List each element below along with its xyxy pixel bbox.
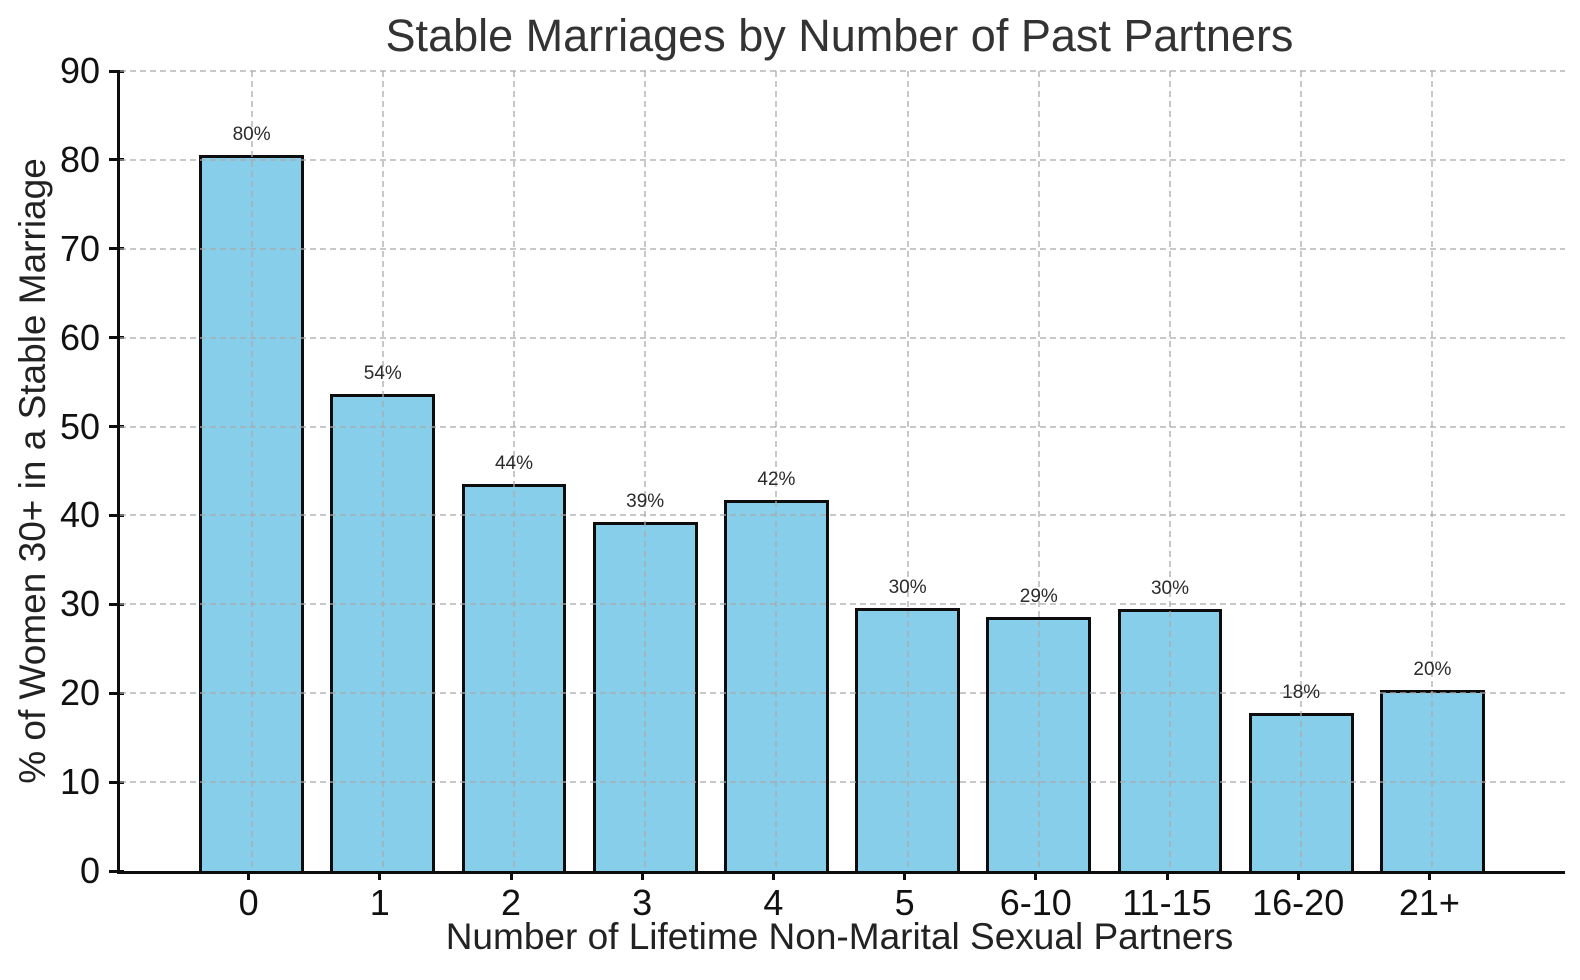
bar-value-label: 29% xyxy=(1019,585,1058,607)
x-tick-mark xyxy=(640,865,644,880)
x-tick-mark xyxy=(378,865,382,880)
bar-value-label: 80% xyxy=(232,124,271,146)
y-tick-mark xyxy=(109,780,124,784)
bar-value-label: 39% xyxy=(626,490,665,512)
x-tick-label: 16-20 xyxy=(1252,882,1345,923)
bar-value-label: 30% xyxy=(1150,577,1190,599)
bar xyxy=(199,155,305,871)
y-tick-mark xyxy=(109,691,124,695)
x-tick-label: 2 xyxy=(500,882,522,923)
x-tick-label: 4 xyxy=(763,882,784,923)
y-tick-label: 20 xyxy=(59,672,100,714)
y-tick-label: 40 xyxy=(59,494,100,536)
y-tick-mark xyxy=(109,69,124,73)
x-tick-mark xyxy=(1034,865,1038,880)
y-tick-label: 30 xyxy=(59,583,100,625)
y-tick-label: 0 xyxy=(79,850,100,891)
bar-value-label: 18% xyxy=(1282,681,1321,703)
x-tick-label: 1 xyxy=(369,882,390,923)
x-axis-label: Number of Lifetime Non-Marital Sexual Pa… xyxy=(445,916,1234,957)
y-tick-label: 80 xyxy=(59,138,100,180)
x-tick-label: 5 xyxy=(894,882,915,923)
y-tick-mark xyxy=(109,247,124,251)
h-gridline xyxy=(120,336,1565,339)
h-gridline xyxy=(120,247,1565,250)
y-tick-mark xyxy=(109,513,124,517)
y-tick-label: 90 xyxy=(59,50,100,91)
x-tick-mark xyxy=(771,865,775,880)
x-tick-label: 0 xyxy=(238,882,259,923)
y-tick-mark xyxy=(109,869,124,873)
bar-value-label: 44% xyxy=(494,453,534,475)
bar xyxy=(592,521,698,871)
x-tick-mark xyxy=(1296,865,1300,880)
h-gridline xyxy=(120,70,1565,72)
bar xyxy=(1117,608,1223,871)
bar-value-label: 54% xyxy=(363,362,402,384)
x-tick-label: 6-10 xyxy=(999,882,1072,923)
bar xyxy=(1248,712,1354,871)
bar xyxy=(986,616,1092,871)
x-tick-mark xyxy=(247,865,251,880)
x-tick-mark xyxy=(1427,865,1431,880)
x-tick-mark xyxy=(1165,865,1169,880)
plot-area: 80% 54% 44% 39% 42% 30% 29% 30% 18% 20% xyxy=(117,70,1565,874)
bar xyxy=(461,484,567,871)
bar-value-label: 42% xyxy=(757,469,796,491)
bar xyxy=(330,393,436,871)
x-tick-label: 21+ xyxy=(1398,882,1460,923)
bar-value-label: 20% xyxy=(1413,658,1452,680)
h-gridline xyxy=(120,158,1565,161)
bar xyxy=(723,500,829,871)
x-tick-label: 11-15 xyxy=(1122,882,1212,923)
y-tick-mark xyxy=(109,602,124,606)
y-tick-label: 50 xyxy=(59,405,100,447)
x-tick-label: 3 xyxy=(632,882,653,923)
y-tick-mark xyxy=(109,336,124,340)
y-tick-label: 70 xyxy=(59,227,100,269)
y-tick-mark xyxy=(109,158,124,162)
chart-title: Stable Marriages by Number of Past Partn… xyxy=(385,10,1294,61)
bar-value-label: 30% xyxy=(888,576,927,598)
bar xyxy=(1379,689,1485,871)
y-tick-label: 10 xyxy=(59,761,100,803)
x-tick-mark xyxy=(903,865,907,880)
x-tick-mark xyxy=(509,865,513,880)
y-tick-label: 60 xyxy=(59,316,100,358)
bar xyxy=(855,607,961,871)
y-tick-mark xyxy=(109,425,124,429)
